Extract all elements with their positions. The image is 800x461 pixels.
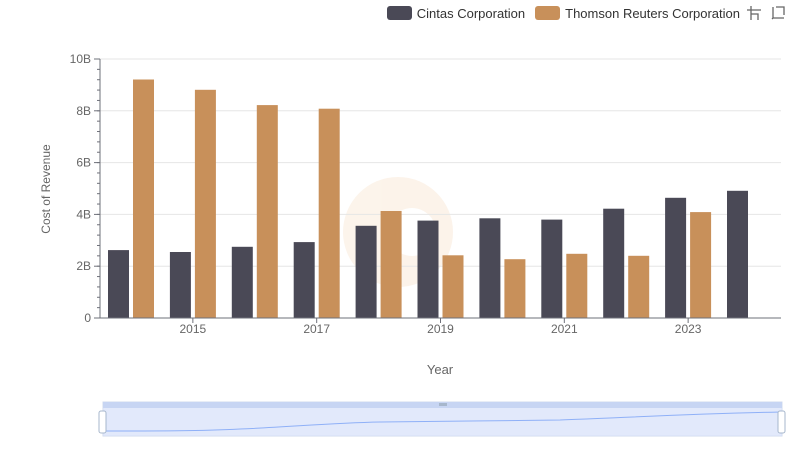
bar-cintas-2023[interactable] [665,197,687,318]
zoom-reset-icon[interactable] [770,5,786,21]
bar-cintas-2014[interactable] [108,250,129,318]
bar-thomson-reuters-2020[interactable] [504,259,526,318]
legend-item-cintas[interactable]: Cintas Corporation [386,5,526,21]
bar-thomson-reuters-2017[interactable] [318,108,340,318]
zoom-slider-handle-left[interactable] [98,410,107,434]
chart-legend: Cintas Corporation Thomson Reuters Corpo… [377,4,740,22]
y-tick-label: 10B [70,52,91,66]
y-axis-title: Cost of Revenue [39,144,53,234]
y-tick-label: 8B [76,104,91,118]
x-tick-label: 2023 [675,322,702,336]
bar-cintas-2015[interactable] [169,252,191,318]
zoom-slider-handle-right[interactable] [777,410,786,434]
zoom-slider-grip[interactable] [439,403,447,406]
bar-cintas-2020[interactable] [479,218,501,318]
bar-cintas-2024[interactable] [727,190,748,318]
y-tick-label: 2B [76,259,91,273]
bar-thomson-reuters-2015[interactable] [194,89,216,318]
bar-thomson-reuters-2018[interactable] [380,211,402,318]
zoom-slider-preview-line [103,411,782,432]
legend-label-thomson-reuters: Thomson Reuters Corporation [565,5,740,21]
legend-swatch-thomson-reuters [535,6,561,20]
bar-thomson-reuters-2016[interactable] [256,105,278,318]
bar-cintas-2019[interactable] [417,220,439,318]
bar-cintas-2022[interactable] [603,208,625,318]
bar-cintas-2017[interactable] [293,242,315,318]
y-tick-label: 4B [76,207,91,221]
x-tick-label: 2015 [180,322,207,336]
legend-item-thomson-reuters[interactable]: Thomson Reuters Corporation [535,6,740,21]
x-tick-label: 2019 [427,322,454,336]
zoom-area-icon[interactable] [746,5,762,21]
bar-cintas-2016[interactable] [231,246,253,318]
bar-thomson-reuters-2014[interactable] [133,79,154,319]
legend-label-cintas: Cintas Corporation [416,5,526,21]
bar-thomson-reuters-2023[interactable] [690,212,712,318]
chart-toolbox [738,5,786,21]
zoom-slider[interactable] [98,401,786,437]
y-tick-label: 6B [76,156,91,170]
bars [108,79,748,319]
x-axis: 2015 2017 2019 2021 2023 [100,317,781,336]
bar-cintas-2021[interactable] [541,219,563,318]
x-axis-title: Year [427,362,454,377]
y-axis: 0 2B 4B 6B 8B 10B [70,52,101,325]
x-tick-label: 2021 [551,322,578,336]
legend-swatch-cintas [386,6,412,20]
bar-cintas-2018[interactable] [355,225,377,318]
x-tick-label: 2017 [303,322,330,336]
y-tick-label: 0 [84,311,91,325]
bar-thomson-reuters-2019[interactable] [442,255,464,318]
bar-thomson-reuters-2021[interactable] [566,253,588,318]
bar-thomson-reuters-2022[interactable] [628,255,650,318]
